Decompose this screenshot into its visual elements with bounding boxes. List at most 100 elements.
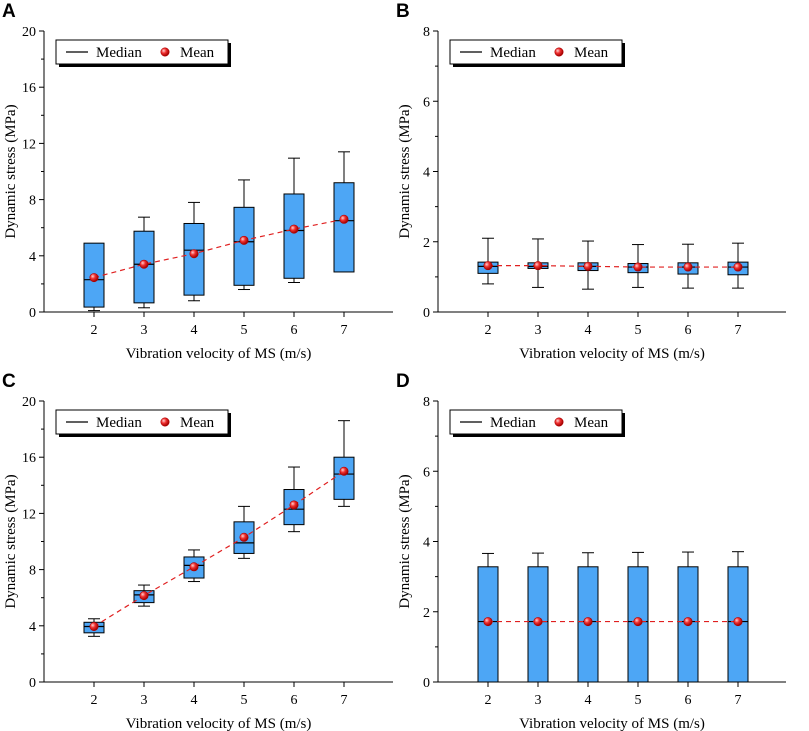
box-iqr [233,206,255,286]
mean-point [483,617,493,627]
mean-point [289,224,299,234]
y-tick-label: 4 [29,250,36,265]
mean-point [533,261,543,271]
box-5 [233,179,255,291]
x-tick-label: 3 [535,323,542,338]
chart-panel-a: A 0 4 8 12 16 20 2 3 4 5 6 7 Vibration velocity of MS… [2,1,393,362]
x-tick-label: 5 [241,323,248,338]
box-7 [333,420,355,507]
y-tick-label: 12 [22,137,36,152]
x-tick-label: 3 [141,323,148,338]
box-iqr [283,193,305,279]
x-tick-label: 6 [685,323,692,338]
mean-point [683,262,693,272]
box-7 [727,551,749,683]
x-axis-title: Vibration velocity of MS (m/s) [519,346,705,362]
x-tick-label: 7 [341,323,348,338]
x-tick-label: 2 [485,323,492,338]
x-tick-label: 7 [341,693,348,708]
y-tick-label: 4 [29,620,36,635]
legend-median-label: Median [96,415,142,431]
x-tick-label: 3 [141,693,148,708]
x-axis-title: Vibration velocity of MS (m/s) [519,716,705,731]
legend-mean-label: Mean [180,45,215,61]
chart-panel-c: C 0 4 8 12 16 20 2 3 4 5 6 7 Vibration velocity of MS… [2,371,393,731]
mean-point [239,532,249,542]
mean-trend-line [488,265,738,268]
box-4 [183,201,205,302]
mean-point [583,617,593,627]
y-axis-title: Dynamic stress (MPa) [3,104,19,238]
mean-point [533,617,543,627]
y-tick-label: 0 [423,306,430,321]
box-2 [477,237,499,285]
mean-point [733,262,743,272]
y-tick-label: 8 [29,564,36,579]
legend-median-label: Median [490,415,536,431]
legend-mean-label: Mean [574,45,609,61]
legend: Median Mean [55,409,231,437]
legend-mean-swatch [554,47,564,57]
y-tick-label: 0 [29,676,36,691]
y-tick-label: 2 [423,236,430,251]
panel-label: D [396,371,410,392]
legend-mean-label: Mean [574,415,609,431]
y-tick-label: 6 [423,465,430,480]
mean-point [339,214,349,224]
y-tick-label: 20 [22,395,36,410]
x-tick-label: 5 [635,323,642,338]
y-tick-label: 4 [423,166,430,181]
legend-box [55,409,229,435]
x-tick-label: 2 [91,693,98,708]
box-6 [677,551,699,683]
box-7 [333,151,355,273]
legend: Median Mean [55,39,231,67]
y-tick-label: 0 [29,306,36,321]
y-tick-label: 20 [22,25,36,40]
legend-mean-label: Mean [180,415,215,431]
x-tick-label: 2 [485,693,492,708]
y-axis-title: Dynamic stress (MPa) [397,474,413,608]
x-axis-title: Vibration velocity of MS (m/s) [126,346,312,362]
y-tick-label: 16 [22,81,36,96]
box-6 [283,466,305,533]
mean-point [139,259,149,269]
mean-point [189,249,199,259]
x-tick-label: 6 [685,693,692,708]
legend-median-label: Median [490,45,536,61]
y-tick-label: 8 [423,395,430,410]
x-tick-label: 3 [535,693,542,708]
y-tick-label: 2 [423,606,430,621]
x-tick-label: 4 [585,323,592,338]
x-tick-label: 4 [191,323,198,338]
legend-mean-swatch [554,417,564,427]
x-tick-label: 2 [91,323,98,338]
mean-point [89,622,99,632]
box-6 [283,157,305,283]
mean-point [633,262,643,272]
panel-label: A [2,1,16,22]
mean-point [683,617,693,627]
panel-label: C [2,371,16,392]
mean-trend-line [93,218,345,279]
mean-point [583,261,593,271]
mean-point [239,235,249,245]
chart-panel-d: D 0 2 4 6 8 2 3 4 5 6 7 Vibration velocity of MS (m/… [396,371,786,731]
y-tick-label: 8 [29,194,36,209]
y-tick-label: 16 [22,451,36,466]
mean-point [483,261,493,271]
box-iqr [183,222,205,296]
x-axis-title: Vibration velocity of MS (m/s) [126,716,312,731]
mean-point [139,591,149,601]
x-tick-label: 6 [291,323,298,338]
x-tick-label: 7 [735,323,742,338]
mean-point [189,562,199,572]
mean-point [289,500,299,510]
x-tick-label: 5 [635,693,642,708]
mean-point [89,273,99,283]
mean-point [339,466,349,476]
y-tick-label: 0 [423,676,430,691]
legend-median-label: Median [96,45,142,61]
x-tick-label: 4 [191,693,198,708]
